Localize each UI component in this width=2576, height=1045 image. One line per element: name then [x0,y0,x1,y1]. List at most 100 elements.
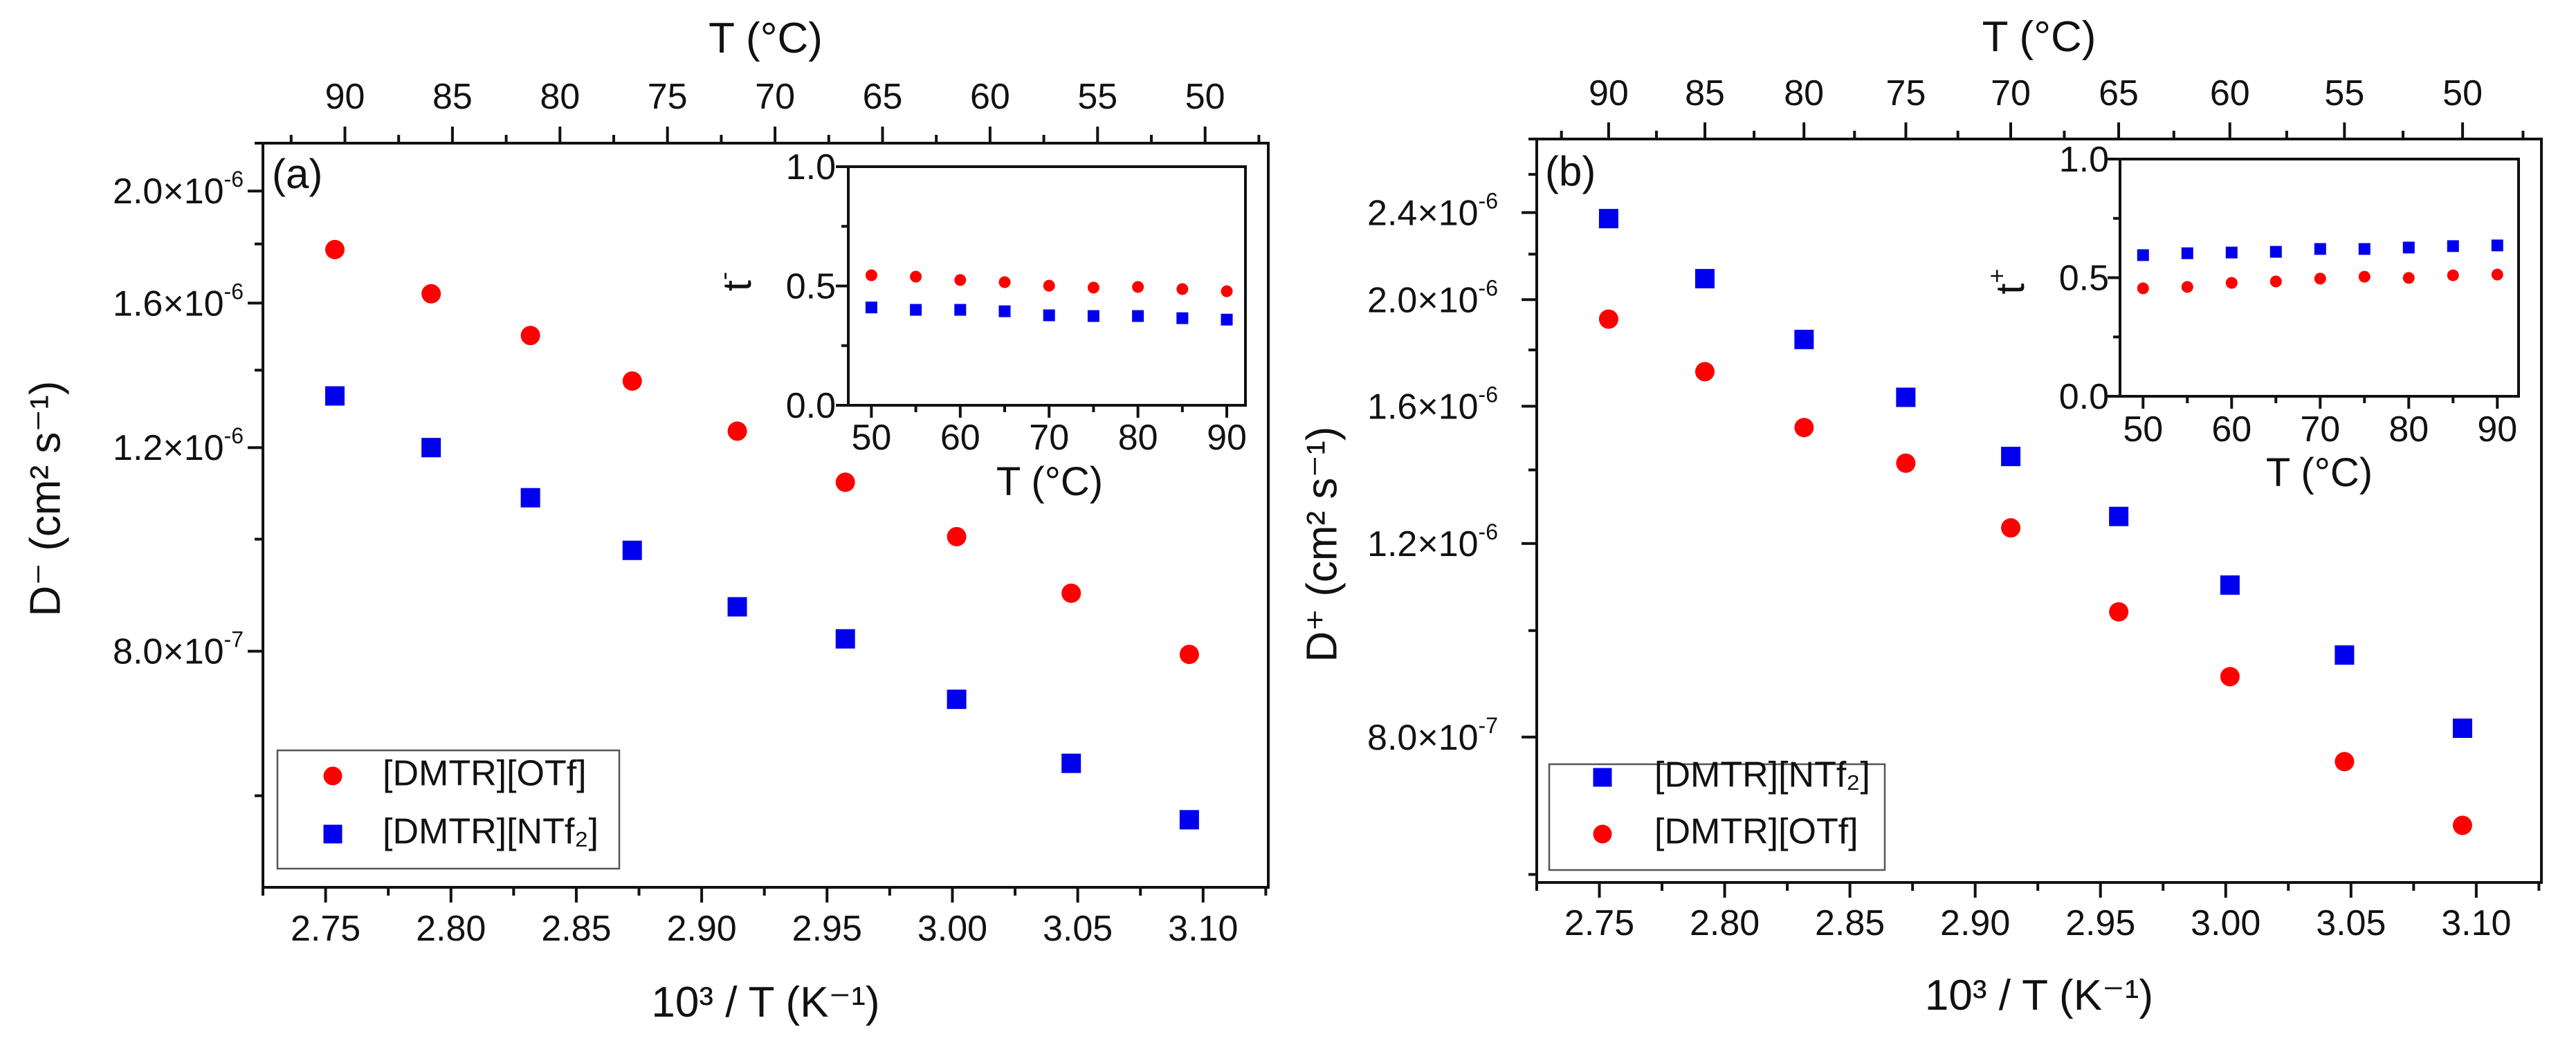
inset-data-point [1221,313,1233,326]
x-tick-label: 2.75 [1564,903,1634,943]
inset-x-tick-label: 50 [851,418,891,458]
panel-b: 2.75 2.80 2.85 2.90 2.95 3.00 3.05 3.10 10³ / T … [1298,13,2543,1019]
y-tick-mantissa: 1.2×10 [1367,524,1479,564]
inset-y-title-sup: - [709,272,738,280]
inset-chart: 50 60 70 80 90 0.0 0.5 1.0 T (°C) t+ [1982,140,2520,495]
y-tick-mantissa: 8.0×10 [1367,718,1479,758]
y-tick-label: 1.6×10-6 [1367,382,1498,427]
legend-label: [DMTR][OTf] [383,754,587,794]
inset-series-square [865,302,1233,326]
inset-series-circle [865,269,1233,297]
data-point [947,526,967,546]
y-tick-exponent: -6 [224,167,244,192]
x-tick-label: 3.05 [1043,909,1113,949]
data-point [2452,718,2472,738]
legend-label: [DMTR][NTf₂] [1654,755,1870,795]
x-tick-label: 2.85 [1815,903,1885,943]
data-point [1794,329,1814,349]
data-point [325,239,345,259]
x-tick-label: 2.75 [291,909,360,949]
y-axis-title: D⁻ (cm² s⁻¹) [21,381,69,617]
series-square [1598,209,2472,738]
data-point [727,597,747,617]
x-tick-label: 3.10 [1168,909,1238,949]
top-axis-title: T (°C) [709,15,823,62]
inset-data-point [2269,275,2282,288]
data-point [727,421,747,441]
x-tick-label: 2.95 [792,909,862,949]
legend-label: [DMTR][NTf₂] [383,812,599,852]
y-tick-mantissa: 1.6×10 [1367,387,1479,427]
series-circle [325,239,1199,665]
inset-y-title-sup: + [1982,268,2011,283]
inset-data-point [2447,240,2459,252]
inset-data-point [2491,268,2503,281]
top-tick-label: 90 [1589,73,1629,113]
inset-series-square [2137,239,2503,261]
data-point [947,690,967,710]
inset-data-point [1087,281,1099,294]
inset-y-axis-title: t+ [1982,268,2034,294]
inset-data-point [2447,269,2459,281]
y-tick-exponent: -6 [1479,275,1498,300]
legend-marker [1593,824,1612,844]
data-point [520,488,540,508]
inset-data-point [910,304,922,316]
x-axis-title: 10³ / T (K⁻¹) [651,979,879,1026]
series-square [325,386,1199,830]
y-tick-label: 2.4×10-6 [1367,188,1498,233]
y-tick-mantissa: 1.2×10 [113,428,224,468]
inset-x-tick-label: 90 [1207,418,1247,458]
top-tick-label: 50 [2442,73,2483,113]
x-axis-title: 10³ / T (K⁻¹) [1925,972,2153,1019]
inset-data-point [2314,243,2326,255]
data-point [1695,268,1715,288]
inset-data-point [2137,282,2149,295]
inset-data-point [2314,272,2326,285]
legend-marker [1593,768,1612,787]
y-tick-mantissa: 8.0×10 [113,632,224,672]
top-tick-label: 85 [1685,73,1725,113]
y-tick-label: 1.2×10-6 [1367,519,1498,564]
x-tick-label: 2.85 [541,909,611,949]
top-tick-label: 55 [1077,77,1117,117]
top-tick-label: 65 [2099,73,2139,113]
data-point [2335,645,2355,665]
x-tick-label: 3.10 [2441,903,2511,943]
y-tick-exponent: -6 [1479,188,1498,213]
inset-y-tick-label: 1.0 [786,147,836,187]
data-point [2109,506,2129,526]
top-tick-label: 75 [648,77,688,117]
top-tick-label: 90 [325,77,365,117]
inset-y-tick-label: 1.0 [2059,140,2109,180]
top-tick-label: 75 [1886,73,1926,113]
y-tick-exponent: -7 [1479,713,1498,738]
legend-marker [323,766,342,786]
x-tick-label: 2.90 [666,909,736,949]
inset-y-tick-label: 0.5 [2059,259,2109,299]
inset-data-point [998,276,1011,288]
top-tick-label: 55 [2324,73,2364,113]
inset-data-point [1132,281,1144,293]
series-circle [1598,309,2472,835]
top-tick-label: 50 [1185,77,1225,117]
top-tick-label: 65 [863,77,903,117]
data-point [2001,518,2021,538]
inset-x-tick-label: 80 [1118,418,1158,458]
data-point [2220,575,2240,595]
y-tick-mantissa: 2.0×10 [1367,280,1479,320]
data-point [1695,362,1715,382]
y-tick-label: 1.6×10-6 [113,279,244,324]
inset-data-point [2491,239,2503,252]
top-tick-label: 70 [755,77,795,117]
inset-data-point [2137,249,2149,261]
inset-data-point [2181,281,2193,293]
panel-label: (b) [1545,148,1596,194]
inset-x-tick-label: 60 [940,418,980,458]
data-point [520,326,540,346]
inset-data-point [2358,243,2371,255]
data-point [2109,602,2129,622]
inset-x-tick-label: 60 [2211,409,2251,450]
data-point [1179,810,1199,830]
data-point [1794,418,1814,438]
